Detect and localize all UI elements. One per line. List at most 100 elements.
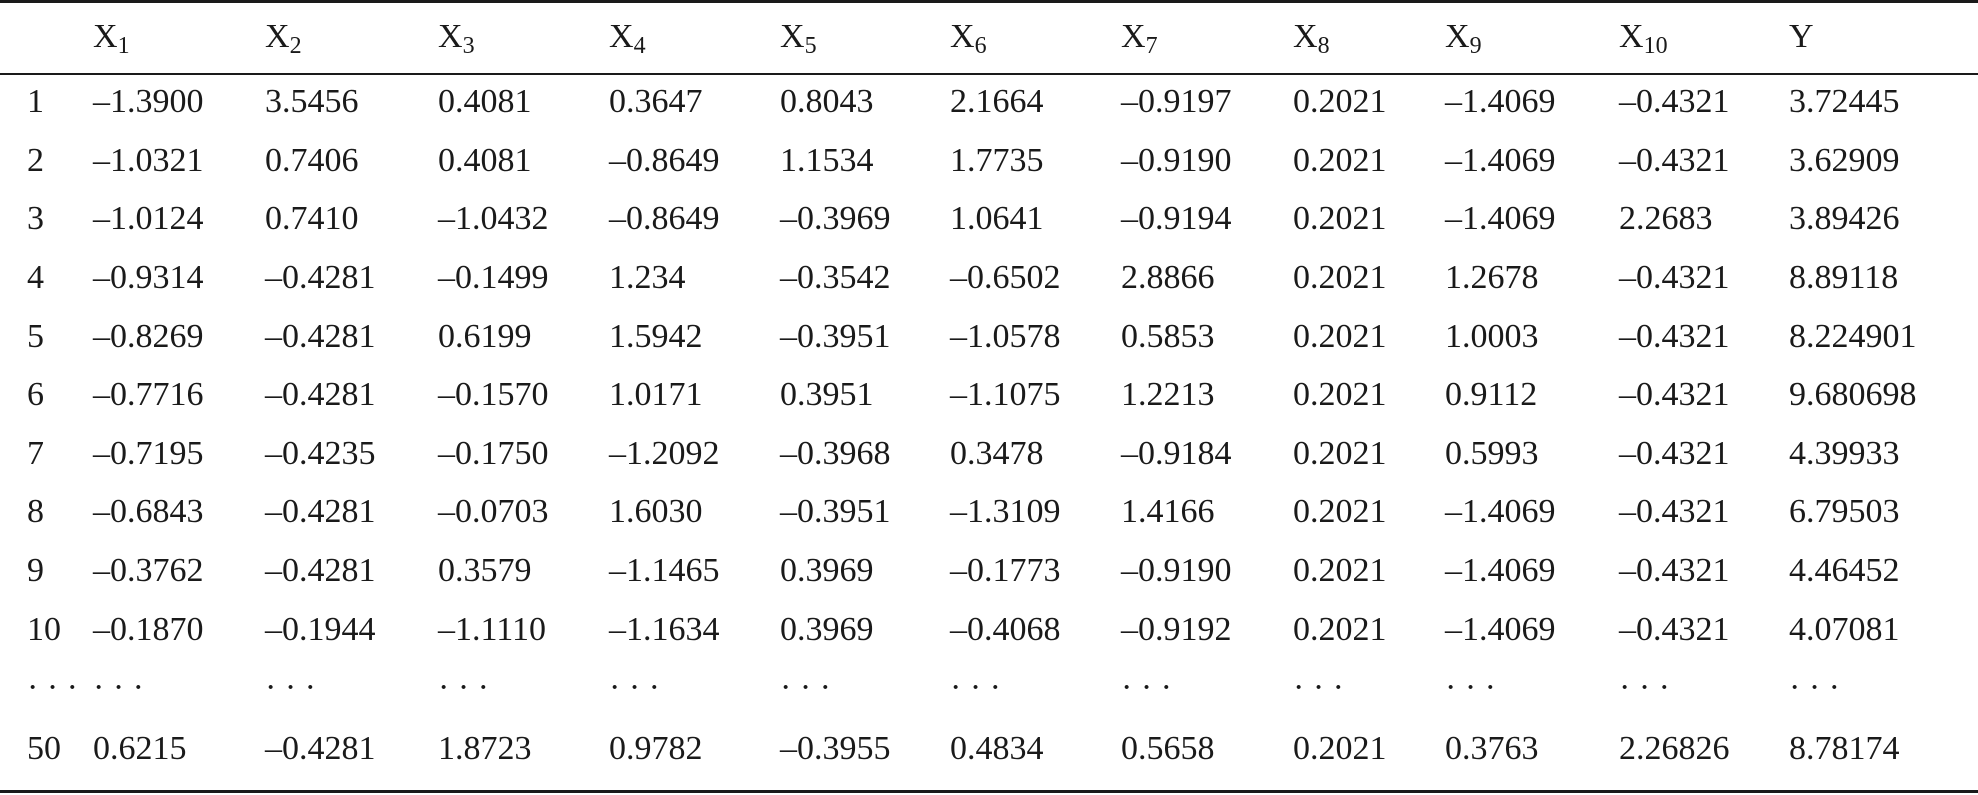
table-cell: –0.3542	[780, 259, 891, 297]
table-cell: –1.3109	[950, 493, 1061, 531]
header-cell: X7	[1121, 0, 1293, 73]
table-cell: 0.6199	[438, 317, 532, 355]
header-label: X	[1445, 17, 1470, 55]
table-cell: · · ·	[780, 669, 831, 707]
header-cell: Y	[1789, 0, 1978, 73]
table-cell: 0.2021	[1293, 552, 1387, 590]
table-cell: 1.1534	[780, 141, 874, 179]
table-cell: 1.2678	[1445, 259, 1539, 297]
table-cell: –0.8649	[609, 141, 720, 179]
table-cell: 0.9112	[1445, 376, 1538, 414]
table-cell: –0.9314	[93, 259, 204, 297]
table-row: 4 –0.9314 –0.4281 –0.1499 1.234 –0.3542 –0.650…	[0, 249, 1978, 308]
table-cell: 4.39933	[1789, 434, 1900, 472]
table-cell: –1.1075	[950, 376, 1061, 414]
table-cell: –0.9192	[1121, 610, 1232, 648]
table-cell: –0.0703	[438, 493, 549, 531]
row-index-cell: 9	[27, 552, 44, 590]
header-cell: X2	[265, 0, 438, 73]
table-row: 50 0.6215 –0.4281 1.8723 0.9782 –0.3955 0.4834…	[0, 718, 1978, 780]
header-subscript: 1	[117, 32, 130, 59]
table-cell: 3.89426	[1789, 200, 1900, 238]
table-cell: 1.0171	[609, 376, 703, 414]
table-cell: 0.4834	[950, 729, 1044, 767]
header-cell-index	[0, 0, 93, 73]
header-subscript: 5	[804, 32, 817, 59]
table-cell: –1.4069	[1445, 552, 1556, 590]
table-cell: · · ·	[438, 669, 489, 707]
table-cell: –0.6502	[950, 259, 1061, 297]
table-cell: –0.4321	[1619, 434, 1730, 472]
table-cell: –0.8649	[609, 200, 720, 238]
table-cell: –1.1465	[609, 552, 720, 590]
header-label: X	[265, 17, 290, 55]
header-cell: X4	[609, 0, 780, 73]
header-row: X1 X2 X3 X4 X5 X6 X7 X8 X9 X10 Y	[0, 0, 1978, 73]
table-cell: –0.4281	[265, 552, 376, 590]
table-cell: · · ·	[1121, 669, 1172, 707]
table-cell: –0.3968	[780, 434, 891, 472]
table-cell: –0.8269	[93, 317, 204, 355]
table-cell: 2.26826	[1619, 729, 1730, 767]
table-cell: –0.3955	[780, 729, 891, 767]
header-label: X	[1121, 17, 1146, 55]
table-cell: –1.1110	[438, 610, 546, 648]
header-label: X	[93, 17, 118, 55]
table-cell: –1.3900	[93, 83, 204, 121]
table-cell: –1.4069	[1445, 141, 1556, 179]
table-cell: 1.0641	[950, 200, 1044, 238]
header-subscript: 8	[1317, 32, 1330, 59]
table-cell: 4.07081	[1789, 610, 1900, 648]
header-cell: X8	[1293, 0, 1445, 73]
header-subscript: 2	[289, 32, 302, 59]
table-cell: 0.2021	[1293, 729, 1387, 767]
table-cell: 0.2021	[1293, 610, 1387, 648]
header-label: X	[609, 17, 634, 55]
header-cell: X9	[1445, 0, 1619, 73]
table-row: 9 –0.3762 –0.4281 0.3579 –1.1465 0.3969 –0.177…	[0, 542, 1978, 601]
table-cell: 8.224901	[1789, 317, 1917, 355]
table-cell: 1.4166	[1121, 493, 1215, 531]
table-cell: 2.8866	[1121, 259, 1215, 297]
header-cell: X1	[93, 0, 265, 73]
header-label: X	[438, 17, 463, 55]
table-body: 1 –1.3900 3.5456 0.4081 0.3647 0.8043 2.1664 –0…	[0, 73, 1978, 780]
table-cell: 1.6030	[609, 493, 703, 531]
table-cell: 0.5853	[1121, 317, 1215, 355]
table-cell: –0.9190	[1121, 141, 1232, 179]
table-cell: 0.2021	[1293, 317, 1387, 355]
table-cell: –0.7195	[93, 434, 204, 472]
row-index-cell: 5	[27, 317, 44, 355]
row-index-cell: 8	[27, 493, 44, 531]
table-cell: –0.4281	[265, 729, 376, 767]
table-cell: 0.2021	[1293, 141, 1387, 179]
row-index-cell: · · ·	[27, 669, 78, 707]
table-cell: –1.0432	[438, 200, 549, 238]
header-cell: X6	[950, 0, 1121, 73]
header-label: X	[950, 17, 975, 55]
table-cell: –1.4069	[1445, 83, 1556, 121]
table-cell: 0.2021	[1293, 83, 1387, 121]
row-index-cell: 50	[27, 729, 61, 767]
table-cell: 0.2021	[1293, 200, 1387, 238]
header-subscript: 9	[1469, 32, 1482, 59]
header-subscript: 6	[974, 32, 987, 59]
table-row: 5 –0.8269 –0.4281 0.6199 1.5942 –0.3951 –1.057…	[0, 307, 1978, 366]
table-cell: 0.3969	[780, 552, 874, 590]
table-cell: 0.3647	[609, 83, 703, 121]
table-cell: 1.234	[609, 259, 686, 297]
table-row: 7 –0.7195 –0.4235 –0.1750 –1.2092 –0.3968 0.34…	[0, 425, 1978, 484]
table-cell: 0.3763	[1445, 729, 1539, 767]
table-cell: 0.9782	[609, 729, 703, 767]
table-cell: –0.3969	[780, 200, 891, 238]
table-cell: –0.9197	[1121, 83, 1232, 121]
table-cell: 4.46452	[1789, 552, 1900, 590]
table-row: 10 –0.1870 –0.1944 –1.1110 –1.1634 0.3969 –0.4…	[0, 600, 1978, 659]
table-cell: 0.7410	[265, 200, 359, 238]
table-cell: –0.3762	[93, 552, 204, 590]
table-cell: –1.0321	[93, 141, 204, 179]
table-row: · · · · · · · · · · · · · · · · · · · · · · · ·…	[0, 659, 1978, 718]
table-cell: –0.4281	[265, 259, 376, 297]
table-cell: –0.4321	[1619, 141, 1730, 179]
row-index-cell: 6	[27, 376, 44, 414]
